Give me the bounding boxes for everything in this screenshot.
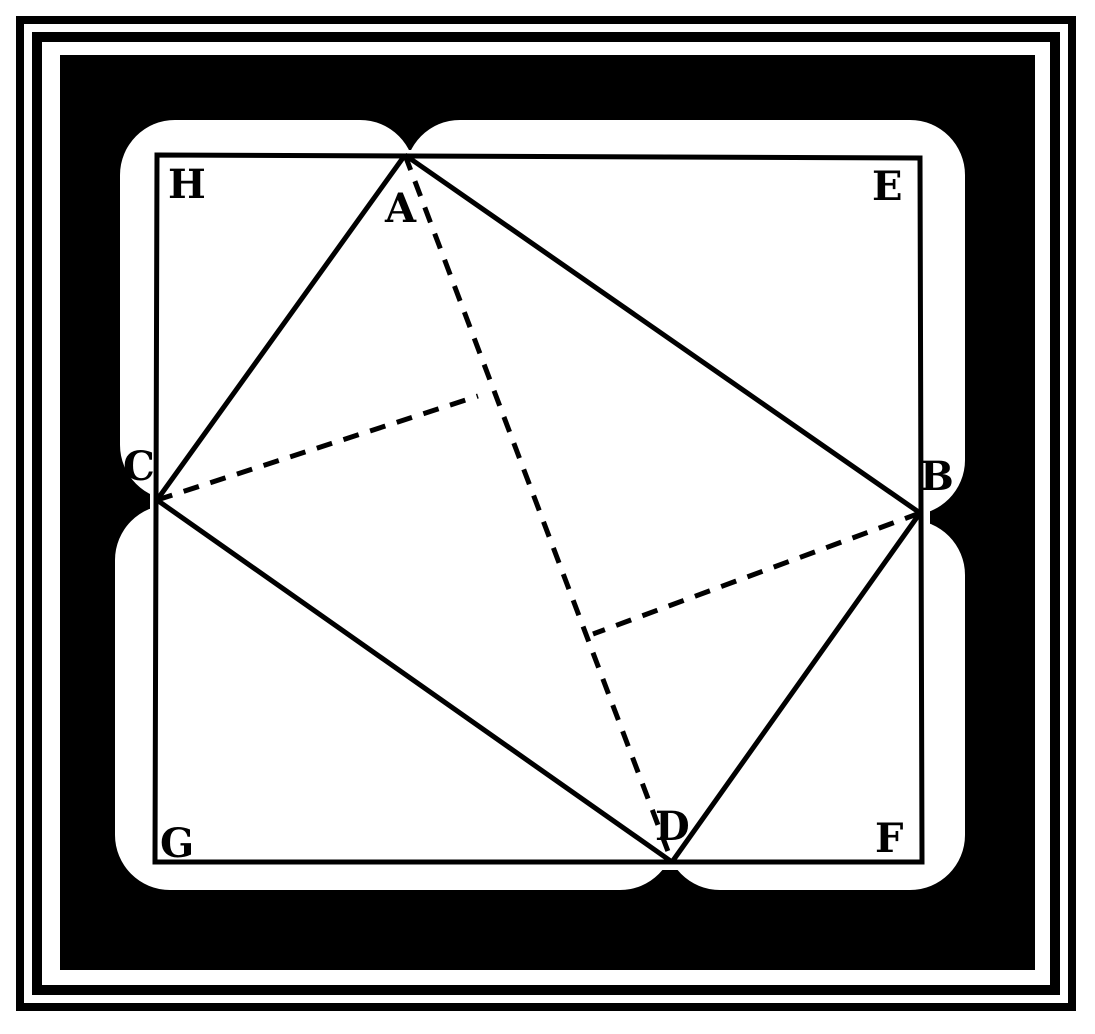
dashed-b-to-foot <box>592 510 921 637</box>
dashed-c-to-foot <box>156 393 479 503</box>
label-a: A <box>384 185 417 232</box>
white-field <box>115 120 965 890</box>
label-d: D <box>655 803 690 850</box>
label-f: F <box>875 815 903 862</box>
label-c: C <box>123 443 155 490</box>
label-h: H <box>168 161 206 208</box>
side-d-c <box>155 497 674 865</box>
outer-square <box>152 152 925 865</box>
dashed-diagonal-a-d <box>402 154 675 863</box>
label-e: E <box>872 163 903 210</box>
side-a-b <box>403 152 922 516</box>
side-b-d <box>669 511 923 864</box>
side-c-a <box>154 153 408 502</box>
label-g: G <box>160 820 194 867</box>
label-b: B <box>920 453 954 500</box>
